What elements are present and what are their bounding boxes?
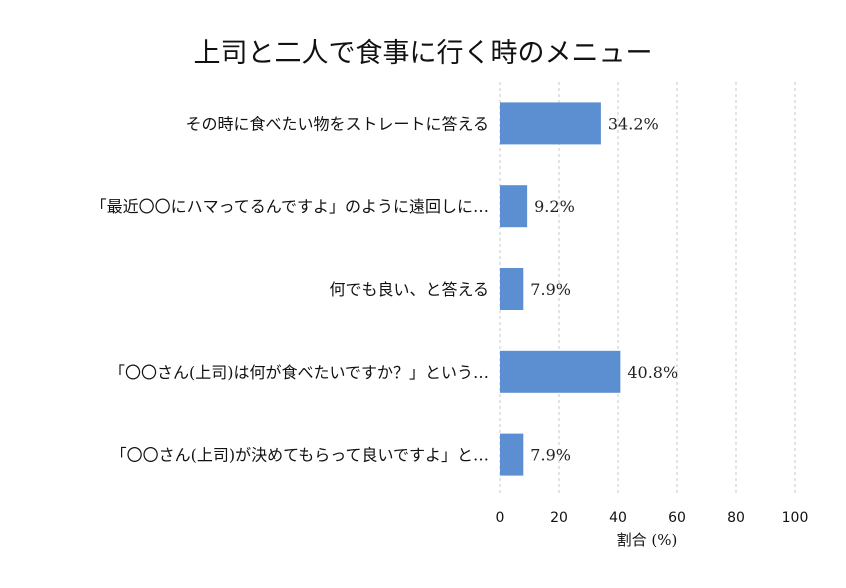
category-label: 何でも良い、と答える (329, 280, 489, 299)
data-label: 7.9% (530, 446, 571, 465)
bar (500, 185, 528, 228)
x-tick-label: 60 (668, 510, 686, 526)
category-label: 「〇〇さん(上司)が決めてもらって良いですよ」と… (111, 446, 489, 465)
bar (500, 350, 621, 393)
category-label: その時に食べたい物をストレートに答える (185, 114, 489, 133)
bars (500, 102, 621, 476)
category-label: 「最近〇〇にハマってるんですよ」のように遠回しに… (91, 197, 489, 216)
x-axis-title: 割合 (%) (617, 531, 678, 549)
x-tick-label: 100 (782, 510, 809, 526)
x-axis-ticks: 0 20 40 60 80 100 (496, 510, 809, 526)
data-label: 7.9% (530, 280, 571, 299)
data-label: 9.2% (534, 197, 575, 216)
chart-title: 上司と二人で食事に行く時のメニュー (194, 38, 653, 69)
x-tick-label: 20 (550, 510, 568, 526)
value-labels: 34.2% 9.2% 7.9% 40.8% 7.9% (530, 114, 678, 464)
category-labels: その時に食べたい物をストレートに答える「最近〇〇にハマってるんですよ」のように遠… (91, 114, 489, 464)
x-tick-label: 40 (609, 510, 627, 526)
bar (500, 268, 524, 310)
x-tick-label: 0 (496, 510, 505, 526)
category-label: 「〇〇さん(上司)は何が食べたいですか？」という… (109, 363, 489, 382)
bar (500, 102, 601, 145)
x-tick-label: 80 (727, 510, 745, 526)
bar (500, 433, 524, 476)
data-label: 40.8% (627, 363, 678, 382)
data-label: 34.2% (608, 114, 659, 133)
gridlines (499, 82, 796, 496)
